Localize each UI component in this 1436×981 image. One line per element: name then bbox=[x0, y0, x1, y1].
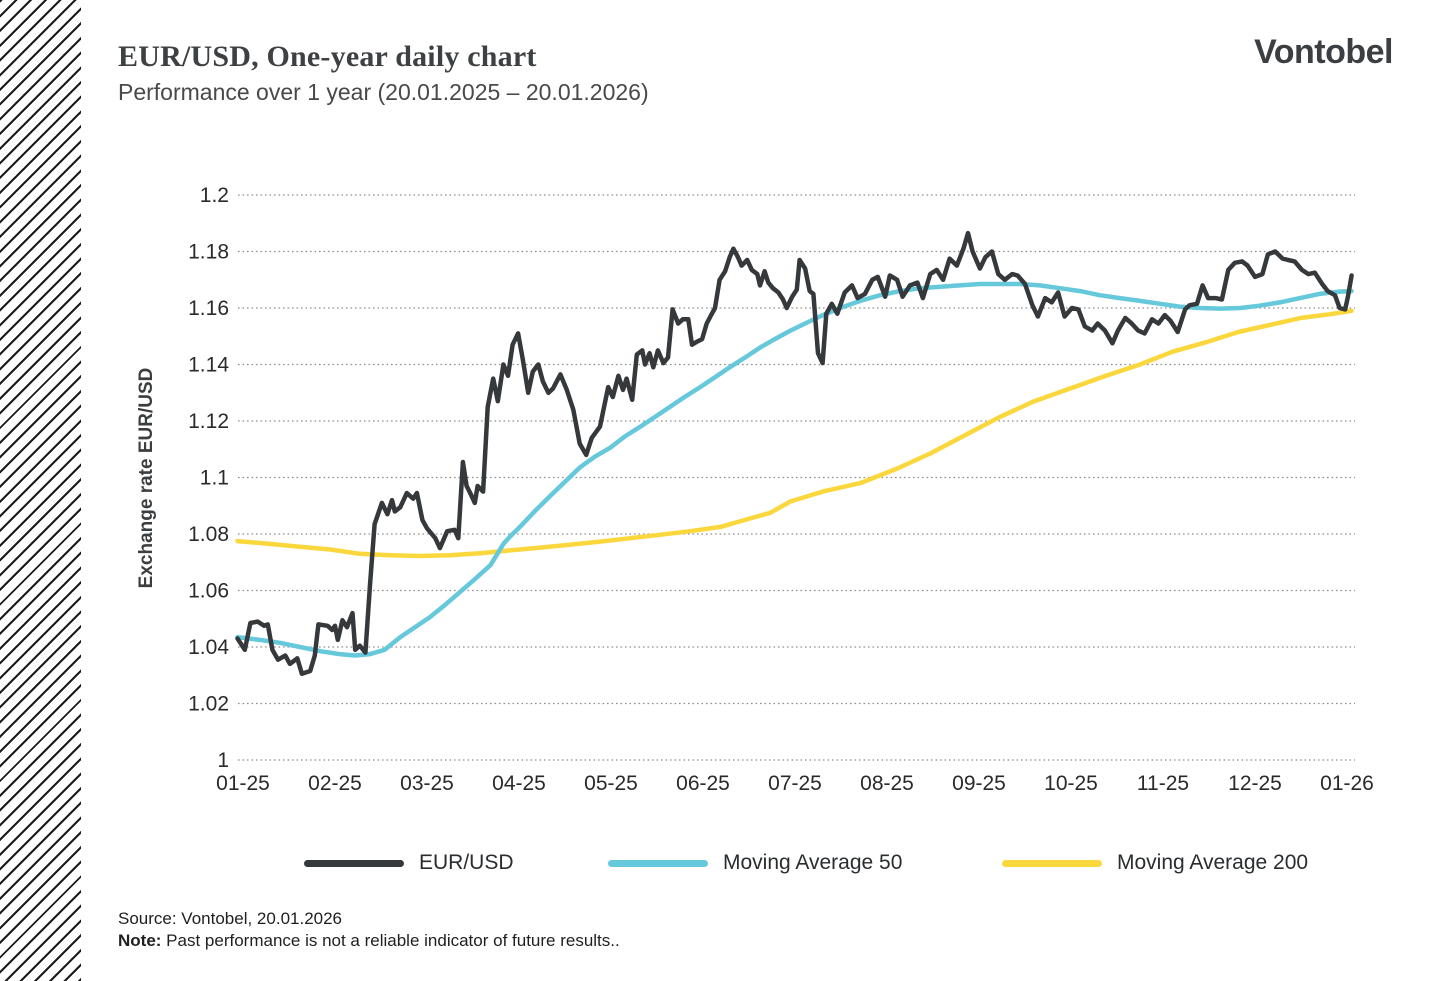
y-tick-label: 1.14 bbox=[188, 354, 229, 377]
legend-swatch-ma50 bbox=[608, 859, 708, 867]
x-tick-label: 06-25 bbox=[676, 772, 730, 795]
x-tick-label: 08-25 bbox=[860, 772, 914, 795]
legend-label: Moving Average 50 bbox=[723, 851, 903, 874]
diagonal-hatch-decoration bbox=[0, 0, 81, 981]
x-tick-label: 03-25 bbox=[400, 772, 454, 795]
legend-item-ma50: Moving Average 50 bbox=[608, 851, 902, 875]
series-line-eur-usd bbox=[235, 230, 1354, 677]
legend-label: Moving Average 200 bbox=[1117, 851, 1309, 874]
x-tick-label: 01-26 bbox=[1320, 772, 1374, 795]
note-label: Note: bbox=[118, 930, 162, 950]
y-axis-title: Exchange rate EUR/USD bbox=[136, 368, 157, 589]
y-tick-label: 1.08 bbox=[188, 523, 229, 546]
note-line: Note: Past performance is not a reliable… bbox=[118, 930, 620, 952]
y-tick-label: 1.04 bbox=[188, 636, 229, 659]
note-text: Past performance is not a reliable indic… bbox=[161, 930, 620, 950]
y-tick-label: 1.06 bbox=[188, 580, 229, 603]
series-line-moving-average-200 bbox=[235, 308, 1354, 559]
y-tick-label: 1.1 bbox=[200, 467, 229, 490]
y-tick-label: 1.12 bbox=[188, 410, 229, 433]
chart-subtitle: Performance over 1 year (20.01.2025 – 20… bbox=[118, 79, 649, 105]
source-line: Source: Vontobel, 20.01.2026 bbox=[118, 909, 343, 928]
x-tick-label: 05-25 bbox=[584, 772, 638, 795]
x-tick-label: 02-25 bbox=[308, 772, 362, 795]
legend-swatch-eur-usd bbox=[304, 859, 404, 867]
legend-label: EUR/USD bbox=[419, 851, 514, 874]
y-tick-label: 1.16 bbox=[188, 297, 229, 320]
x-tick-label: 10-25 bbox=[1044, 772, 1098, 795]
x-tick-label: 04-25 bbox=[492, 772, 546, 795]
y-tick-label: 1.18 bbox=[188, 241, 229, 264]
chart-title: EUR/USD, One-year daily chart bbox=[118, 40, 537, 73]
series-line-moving-average-50 bbox=[235, 281, 1354, 658]
x-tick-label: 11-25 bbox=[1137, 772, 1189, 795]
vontobel-logo: Vontobel bbox=[1254, 33, 1393, 71]
x-tick-label: 09-25 bbox=[952, 772, 1006, 795]
legend-swatch-ma200 bbox=[1002, 859, 1102, 867]
x-tick-label: 07-25 bbox=[768, 772, 822, 795]
x-tick-label: 01-25 bbox=[216, 772, 270, 795]
y-tick-label: 1.2 bbox=[200, 184, 229, 207]
y-tick-label: 1.02 bbox=[188, 693, 229, 716]
y-tick-label: 1 bbox=[217, 749, 229, 772]
x-tick-label: 12-25 bbox=[1228, 772, 1282, 795]
footnote-block: Source: Vontobel, 20.01.2026 Note: Past … bbox=[118, 908, 620, 951]
legend-item-ma200: Moving Average 200 bbox=[1002, 851, 1308, 875]
legend-item-eur-usd: EUR/USD bbox=[304, 851, 514, 875]
